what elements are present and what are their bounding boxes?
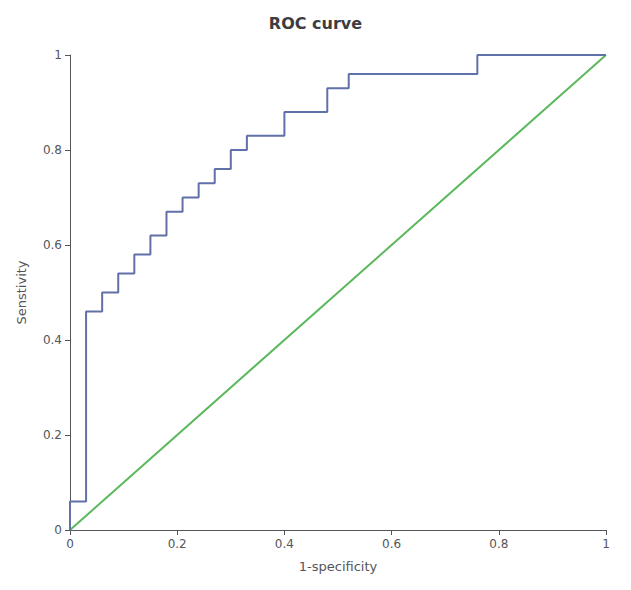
svg-text:Senstivity: Senstivity	[14, 260, 29, 324]
svg-text:0.4: 0.4	[275, 537, 294, 551]
svg-text:0: 0	[66, 537, 74, 551]
svg-text:0: 0	[54, 523, 62, 537]
svg-text:1: 1	[54, 48, 62, 62]
svg-text:1: 1	[602, 537, 610, 551]
svg-text:1-specificity: 1-specificity	[299, 559, 378, 574]
svg-text:0.4: 0.4	[43, 333, 62, 347]
svg-text:0.8: 0.8	[489, 537, 508, 551]
svg-text:0.6: 0.6	[382, 537, 401, 551]
svg-text:0.2: 0.2	[168, 537, 187, 551]
svg-text:0.2: 0.2	[43, 428, 62, 442]
svg-text:0.6: 0.6	[43, 238, 62, 252]
svg-text:ROC curve: ROC curve	[269, 14, 362, 33]
svg-text:0.8: 0.8	[43, 143, 62, 157]
